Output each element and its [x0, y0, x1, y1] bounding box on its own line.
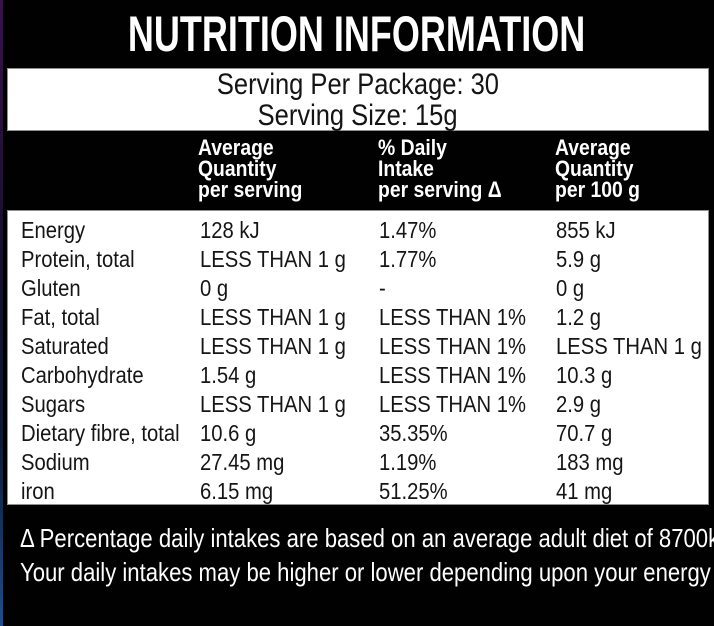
serving-info-box: Serving Per Package: 30 Serving Size: 15…: [7, 68, 709, 131]
daily-intake-per-serving-value: LESS THAN 1%: [379, 333, 526, 359]
col-header-avg-qty-per-100g: Average Quantity per 100 g: [555, 135, 641, 202]
label-title: NUTRITION INFORMATION: [128, 6, 586, 62]
avg-qty-per-100g-value: 1.2 g: [556, 304, 602, 330]
avg-qty-per-100g-value: 183 mg: [556, 449, 624, 475]
nutrient-label: Carbohydrate: [21, 362, 144, 388]
avg-qty-per-serving-value: LESS THAN 1 g: [200, 333, 346, 359]
table-row: Dietary fibre, total 10.6 g 35.35% 70.7 …: [8, 419, 708, 448]
daily-intake-per-serving-value: LESS THAN 1%: [379, 362, 526, 388]
col-header-daily-intake-per-serving: % Daily Intake per serving Δ: [378, 135, 502, 202]
table-row: Carbohydrate 1.54 g LESS THAN 1% 10.3 g: [8, 361, 708, 390]
col-header-avg-qty-per-serving: Average Quantity per serving: [198, 135, 303, 202]
nutrient-label: Saturated: [21, 333, 109, 359]
avg-qty-per-100g-value: 41 mg: [556, 478, 613, 504]
serving-size: Serving Size: 15g: [8, 100, 708, 131]
footnote-line-2: Your daily intakes may be higher or lowe…: [20, 555, 714, 589]
table-row: iron 6.15 mg 51.25% 41 mg: [8, 477, 708, 506]
table-row: Sugars LESS THAN 1 g LESS THAN 1% 2.9 g: [8, 390, 708, 419]
nutrient-label: Dietary fibre, total: [21, 420, 180, 446]
table-row: Gluten 0 g - 0 g: [8, 274, 708, 303]
serving-per-package: Serving Per Package: 30: [8, 69, 708, 100]
nutrient-label: Sodium: [21, 449, 90, 475]
footnote-line-2-text: Your daily intakes may be higher or lowe…: [20, 557, 714, 587]
daily-intake-per-serving-value: 51.25%: [379, 478, 448, 504]
daily-intake-per-serving-value: LESS THAN 1%: [379, 304, 526, 330]
left-edge-gradient: [0, 0, 3, 626]
footnote: Δ Percentage daily intakes are based on …: [20, 521, 714, 589]
footnote-line-1-text: Δ Percentage daily intakes are based on …: [20, 523, 714, 553]
daily-intake-per-serving-value: -: [379, 275, 386, 301]
avg-qty-per-100g-value: 5.9 g: [556, 246, 602, 272]
avg-qty-per-serving-value: 27.45 mg: [200, 449, 285, 475]
avg-qty-per-100g-value: 2.9 g: [556, 391, 602, 417]
avg-qty-per-serving-value: LESS THAN 1 g: [200, 391, 346, 417]
avg-qty-per-100g-value: 10.3 g: [556, 362, 613, 388]
footnote-line-1: Δ Percentage daily intakes are based on …: [20, 521, 714, 555]
avg-qty-per-100g-value: 855 kJ: [556, 217, 616, 243]
avg-qty-per-100g-value: 70.7 g: [556, 420, 613, 446]
nutrient-label: Fat, total: [21, 304, 100, 330]
nutrient-label: Sugars: [21, 391, 86, 417]
title-bar: NUTRITION INFORMATION: [3, 6, 711, 62]
daily-intake-per-serving-value: 1.77%: [379, 246, 437, 272]
daily-intake-per-serving-value: 1.19%: [379, 449, 437, 475]
nutrient-label: Gluten: [21, 275, 81, 301]
avg-qty-per-serving-value: LESS THAN 1 g: [200, 246, 346, 272]
avg-qty-per-serving-value: 1.54 g: [200, 362, 257, 388]
avg-qty-per-serving-value: LESS THAN 1 g: [200, 304, 346, 330]
nutrition-table-body: Energy 128 kJ 1.47% 855 kJ Protein, tota…: [7, 210, 709, 505]
avg-qty-per-serving-value: 0 g: [200, 275, 229, 301]
avg-qty-per-serving-value: 6.15 mg: [200, 478, 274, 504]
table-row: Sodium 27.45 mg 1.19% 183 mg: [8, 448, 708, 477]
table-header: Average Quantity per serving % Daily Int…: [7, 137, 709, 203]
table-row: Saturated LESS THAN 1 g LESS THAN 1% LES…: [8, 332, 708, 361]
avg-qty-per-serving-value: 128 kJ: [200, 217, 260, 243]
avg-qty-per-100g-value: LESS THAN 1 g: [556, 333, 702, 359]
serving-per-package-text: Serving Per Package: 30: [216, 68, 500, 101]
nutrient-label: Energy: [21, 217, 86, 243]
table-row: Protein, total LESS THAN 1 g 1.77% 5.9 g: [8, 245, 708, 274]
daily-intake-per-serving-value: 35.35%: [379, 420, 448, 446]
table-row: Energy 128 kJ 1.47% 855 kJ: [8, 216, 708, 245]
nutrient-label: iron: [21, 478, 55, 504]
table-row: Fat, total LESS THAN 1 g LESS THAN 1% 1.…: [8, 303, 708, 332]
avg-qty-per-100g-value: 0 g: [556, 275, 585, 301]
nutrient-label: Protein, total: [21, 246, 135, 272]
avg-qty-per-serving-value: 10.6 g: [200, 420, 257, 446]
daily-intake-per-serving-value: LESS THAN 1%: [379, 391, 526, 417]
daily-intake-per-serving-value: 1.47%: [379, 217, 437, 243]
serving-size-text: Serving Size: 15g: [258, 99, 458, 132]
